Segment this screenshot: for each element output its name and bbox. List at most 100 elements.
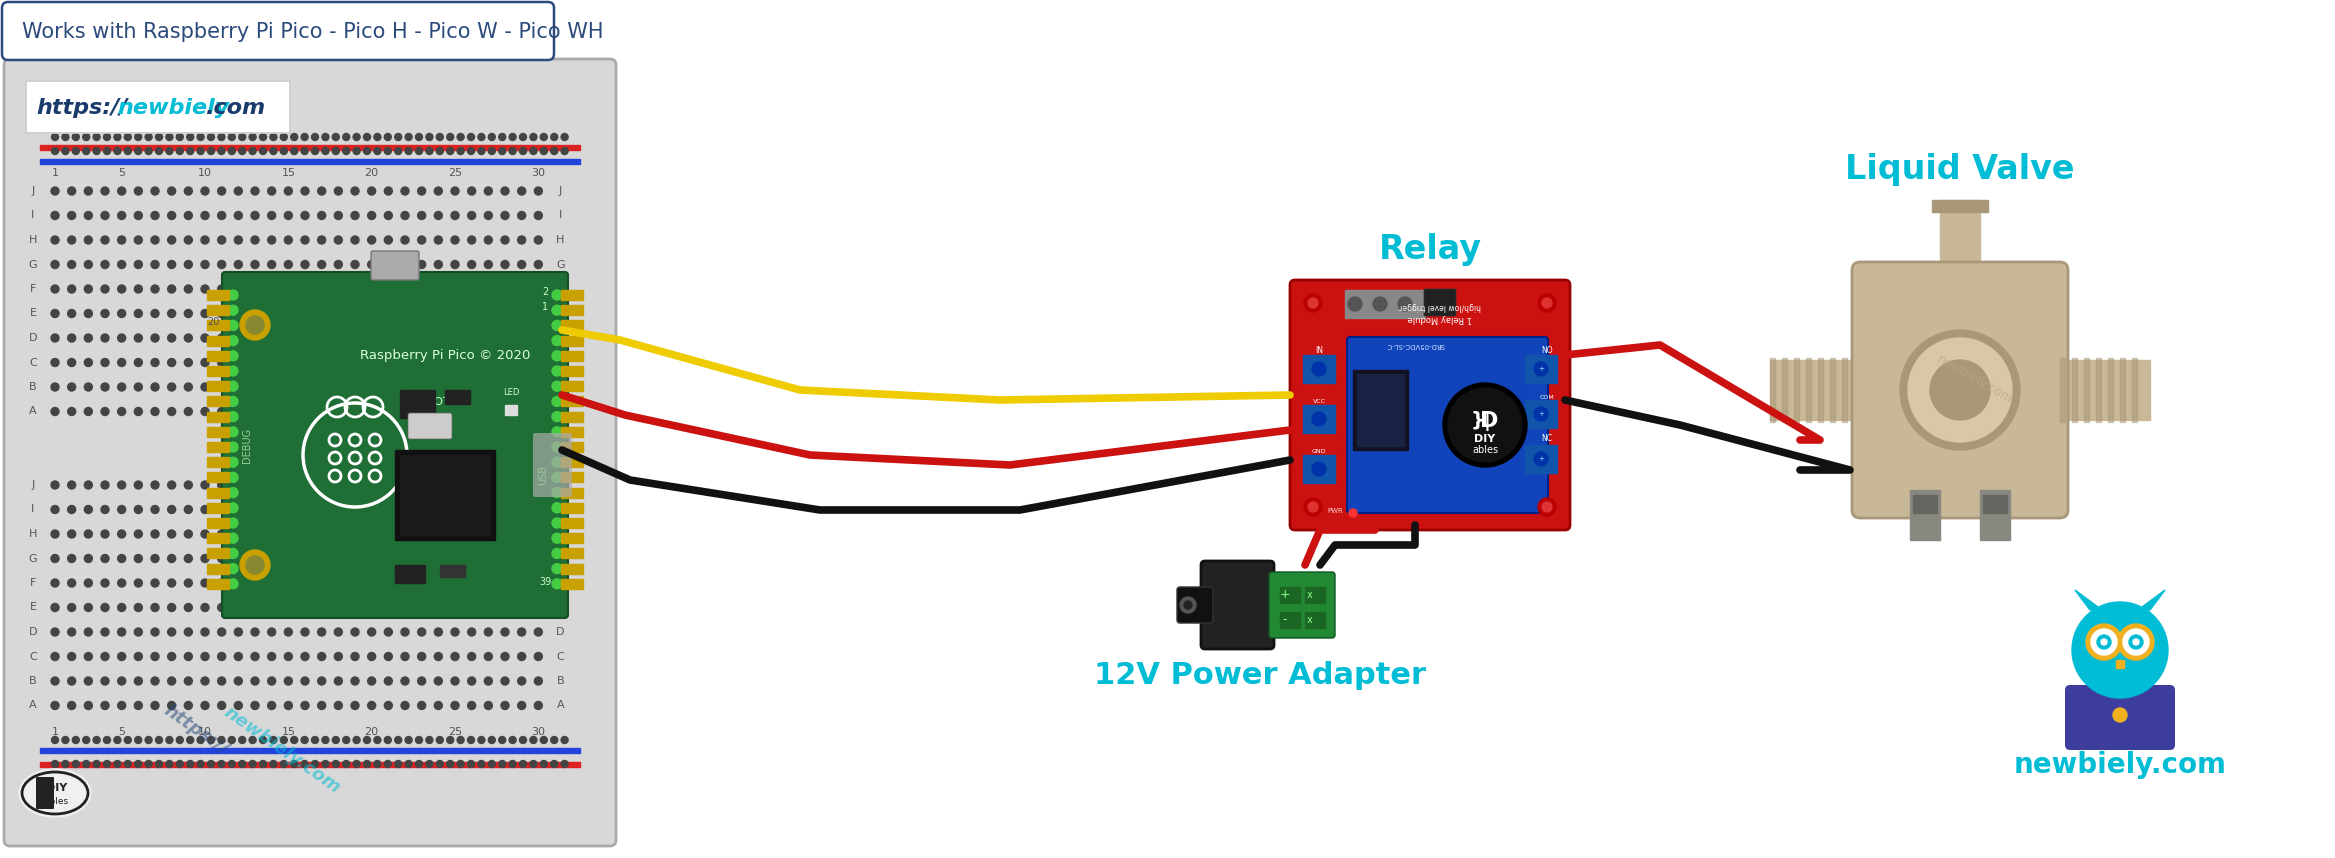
Circle shape [72, 134, 79, 141]
Circle shape [135, 148, 142, 154]
Bar [560, 518, 584, 528]
Circle shape [451, 359, 460, 366]
Circle shape [425, 760, 432, 768]
Text: E: E [556, 602, 563, 613]
Text: -: - [1282, 613, 1287, 626]
Circle shape [51, 603, 58, 612]
Circle shape [2130, 635, 2144, 649]
Circle shape [285, 652, 292, 661]
Circle shape [82, 148, 89, 154]
Bar [1345, 290, 1424, 318]
Circle shape [234, 530, 243, 538]
Circle shape [395, 760, 402, 768]
Circle shape [502, 702, 509, 710]
Circle shape [152, 359, 159, 366]
Circle shape [418, 603, 425, 612]
Bar [399, 390, 434, 418]
Circle shape [84, 187, 93, 195]
Circle shape [217, 310, 226, 317]
Circle shape [1399, 297, 1413, 311]
Circle shape [535, 652, 542, 661]
Circle shape [234, 505, 243, 513]
Circle shape [269, 212, 276, 220]
Circle shape [241, 310, 271, 340]
Bar [2071, 358, 2078, 422]
Circle shape [269, 383, 276, 391]
Circle shape [451, 530, 460, 538]
Circle shape [301, 530, 308, 538]
Circle shape [250, 212, 259, 220]
Circle shape [124, 134, 131, 141]
Circle shape [229, 396, 238, 407]
Circle shape [535, 236, 542, 244]
Circle shape [229, 320, 238, 330]
Circle shape [234, 677, 243, 685]
Circle shape [301, 383, 308, 391]
Circle shape [250, 285, 259, 293]
Bar [560, 366, 584, 376]
Circle shape [217, 736, 224, 744]
Circle shape [402, 628, 409, 636]
Circle shape [1534, 452, 1548, 466]
Bar [560, 564, 584, 574]
Circle shape [135, 736, 142, 744]
Circle shape [290, 760, 297, 768]
Circle shape [217, 187, 226, 195]
Bar [560, 320, 584, 330]
Circle shape [238, 736, 245, 744]
Circle shape [402, 579, 409, 587]
Circle shape [201, 383, 210, 391]
Circle shape [208, 736, 215, 744]
Circle shape [168, 677, 175, 685]
Circle shape [374, 134, 381, 141]
Circle shape [229, 533, 238, 543]
Circle shape [434, 481, 441, 489]
Circle shape [201, 579, 210, 587]
FancyBboxPatch shape [371, 251, 418, 280]
Bar [2050, 360, 2151, 420]
Circle shape [434, 530, 441, 538]
Circle shape [217, 383, 226, 391]
Circle shape [184, 554, 191, 563]
Circle shape [402, 334, 409, 342]
Circle shape [530, 148, 537, 154]
Circle shape [385, 554, 392, 563]
Circle shape [518, 310, 525, 317]
FancyBboxPatch shape [1852, 262, 2069, 518]
Circle shape [184, 579, 191, 587]
Circle shape [135, 134, 142, 141]
Bar [1303, 355, 1336, 383]
Circle shape [502, 603, 509, 612]
Circle shape [404, 760, 411, 768]
Circle shape [434, 677, 441, 685]
Circle shape [451, 383, 460, 391]
Circle shape [418, 236, 425, 244]
Circle shape [93, 736, 100, 744]
Bar [1525, 445, 1557, 473]
Circle shape [418, 359, 425, 366]
Circle shape [301, 481, 308, 489]
Bar [208, 442, 229, 452]
Circle shape [229, 760, 236, 768]
Circle shape [367, 383, 376, 391]
Circle shape [334, 261, 343, 269]
Circle shape [168, 628, 175, 636]
Circle shape [1303, 498, 1322, 516]
Circle shape [208, 760, 215, 768]
Circle shape [551, 148, 558, 154]
Text: NC: NC [1541, 434, 1553, 443]
Circle shape [168, 603, 175, 612]
Circle shape [250, 554, 259, 563]
Bar [1303, 455, 1336, 483]
Circle shape [318, 212, 325, 220]
Circle shape [229, 564, 238, 574]
Text: .com: .com [205, 98, 266, 118]
Circle shape [217, 677, 226, 685]
Circle shape [551, 487, 563, 498]
Circle shape [502, 505, 509, 513]
Circle shape [51, 310, 58, 317]
Circle shape [177, 148, 184, 154]
Bar [1910, 490, 1940, 540]
Bar [1303, 405, 1336, 433]
Circle shape [51, 408, 58, 415]
